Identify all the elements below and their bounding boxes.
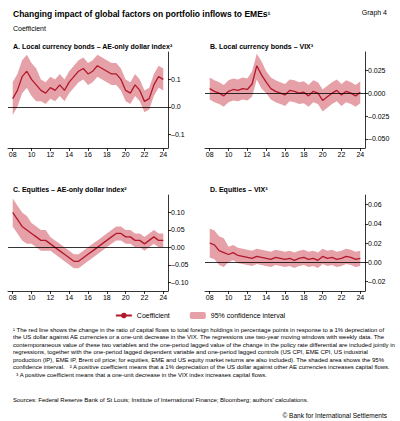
svg-text:0.000: 0.000	[368, 90, 386, 97]
svg-text:18: 18	[103, 294, 111, 301]
svg-text:14: 14	[65, 151, 73, 158]
svg-text:Coefficient: Coefficient	[13, 25, 46, 32]
svg-text:B. Local currency bonds – VIX³: B. Local currency bonds – VIX³	[210, 43, 314, 51]
svg-text:20: 20	[122, 151, 130, 158]
svg-text:18: 18	[300, 294, 308, 301]
svg-text:0.0: 0.0	[171, 103, 181, 110]
svg-text:–0.10: –0.10	[171, 279, 189, 286]
svg-text:0.04: 0.04	[368, 220, 382, 227]
svg-text:Coefficient: Coefficient	[137, 312, 170, 319]
svg-text:08: 08	[9, 294, 17, 301]
svg-text:© Bank for International Settl: © Bank for International Settlements	[282, 412, 387, 419]
svg-text:14: 14	[262, 151, 270, 158]
svg-text:0.05: 0.05	[171, 226, 185, 233]
svg-text:0.1: 0.1	[171, 76, 181, 83]
svg-text:0.10: 0.10	[171, 209, 185, 216]
svg-text:0.06: 0.06	[368, 201, 382, 208]
svg-text:Graph 4: Graph 4	[362, 9, 387, 17]
svg-text:08: 08	[9, 151, 17, 158]
svg-text:20: 20	[122, 294, 130, 301]
svg-text:16: 16	[281, 151, 289, 158]
svg-text:C. Equities – AE-only dollar i: C. Equities – AE-only dollar index²	[13, 186, 127, 194]
svg-text:10: 10	[225, 294, 233, 301]
svg-text:12: 12	[46, 294, 54, 301]
svg-text:10: 10	[225, 151, 233, 158]
svg-text:16: 16	[84, 151, 92, 158]
svg-text:12: 12	[243, 151, 251, 158]
svg-text:18: 18	[103, 151, 111, 158]
svg-text:24: 24	[356, 294, 364, 301]
svg-text:0.02: 0.02	[368, 240, 382, 247]
svg-text:Changing impact of global fact: Changing impact of global factors on por…	[13, 9, 271, 19]
svg-text:22: 22	[141, 151, 149, 158]
svg-text:0.00: 0.00	[171, 244, 185, 251]
svg-text:24: 24	[159, 151, 167, 158]
svg-text:10: 10	[28, 294, 36, 301]
svg-text:D. Equities – VIX³: D. Equities – VIX³	[210, 186, 268, 194]
svg-text:–0.025: –0.025	[368, 113, 390, 120]
svg-text:24: 24	[159, 294, 167, 301]
svg-text:–0.05: –0.05	[171, 261, 189, 268]
svg-text:A. Local currency bonds – AE-o: A. Local currency bonds – AE-only dollar…	[13, 43, 173, 51]
svg-text:10: 10	[28, 151, 36, 158]
svg-text:20: 20	[319, 294, 327, 301]
svg-text:confidence interval. ² A pos: confidence interval. ² A positive coeffi…	[13, 364, 391, 370]
svg-text:–0.1: –0.1	[171, 131, 185, 138]
svg-text:12: 12	[46, 151, 54, 158]
svg-text:production (IP), EME IP, Brent: production (IP), EME IP, Brent oil price…	[13, 357, 386, 363]
svg-text:95% confidence interval: 95% confidence interval	[211, 312, 286, 319]
svg-text:14: 14	[262, 294, 270, 301]
svg-text:14: 14	[65, 294, 73, 301]
svg-text:0.00: 0.00	[368, 259, 382, 266]
svg-text:Sources: Federal Reserve Bank: Sources: Federal Reserve Bank of St Loui…	[13, 397, 309, 403]
svg-text:20: 20	[319, 151, 327, 158]
svg-text:22: 22	[141, 294, 149, 301]
svg-text:contemporaneous value of these: contemporaneous value of these two varia…	[13, 342, 396, 348]
svg-text:¹ The red line shows the chang: ¹ The red line shows the change in the r…	[13, 327, 386, 333]
svg-text:16: 16	[84, 294, 92, 301]
svg-text:08: 08	[206, 151, 214, 158]
svg-text:–0.050: –0.050	[368, 135, 390, 142]
svg-text:–0.02: –0.02	[368, 278, 386, 285]
svg-text:24: 24	[356, 151, 364, 158]
svg-text:16: 16	[281, 294, 289, 301]
svg-text:the US dollar against AE curre: the US dollar against AE currencies or a…	[13, 334, 386, 340]
svg-text:³ A positive coefficient means: ³ A positive coefficient means that a on…	[13, 372, 267, 378]
svg-text:12: 12	[243, 294, 251, 301]
svg-text:22: 22	[338, 151, 346, 158]
svg-text:22: 22	[338, 294, 346, 301]
svg-text:0.025: 0.025	[368, 67, 386, 74]
svg-text:regressions, together with the: regressions, together with the one-perio…	[13, 349, 370, 355]
svg-text:08: 08	[206, 294, 214, 301]
svg-text:18: 18	[300, 151, 308, 158]
